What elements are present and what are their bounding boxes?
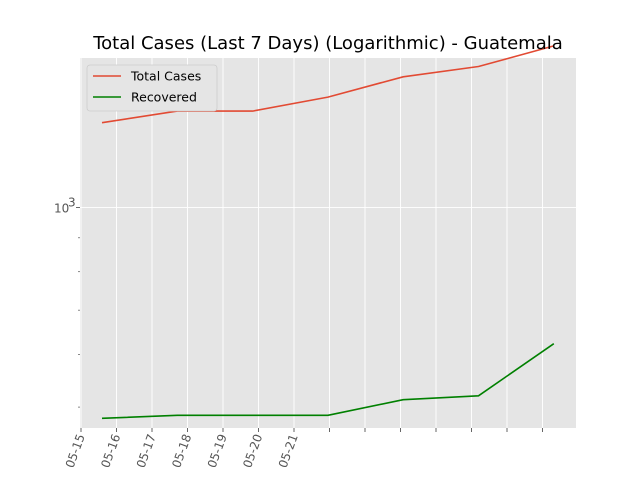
x-tick-label: 05-18 — [169, 432, 194, 470]
legend-label-recovered: Recovered — [131, 90, 197, 105]
legend-label-total-cases: Total Cases — [130, 69, 201, 84]
y-tick-label-exponent: 3 — [68, 195, 76, 209]
legend: Total Cases Recovered — [86, 64, 218, 112]
series-line-recovered — [101, 343, 555, 420]
y-tick-label: 10 — [54, 201, 69, 215]
x-tick-label: 05-17 — [134, 432, 159, 470]
plot-background — [80, 58, 576, 428]
x-tick-label: 05-19 — [205, 432, 230, 470]
chart-title: Total Cases (Last 7 Days) (Logarithmic) … — [92, 33, 563, 54]
x-tick-label: 05-16 — [98, 432, 123, 470]
x-tick-label: 05-20 — [240, 432, 265, 470]
grid — [80, 58, 576, 428]
x-tick-label: 05-15 — [63, 432, 88, 470]
x-tick-label: 05-21 — [276, 432, 301, 470]
